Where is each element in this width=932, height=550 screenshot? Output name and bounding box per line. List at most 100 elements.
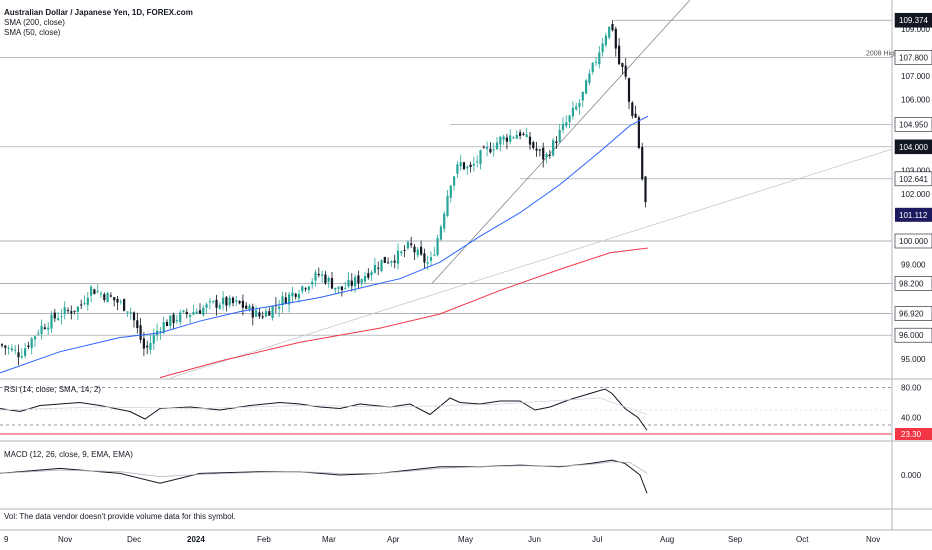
candle-up: [581, 91, 584, 101]
candle-down: [548, 154, 551, 156]
candle-up: [301, 286, 304, 292]
candle-up: [476, 161, 479, 163]
candle-up: [63, 307, 66, 315]
trendline-shallow: [169, 148, 893, 379]
candle-up: [99, 293, 103, 295]
candle-up: [360, 279, 363, 283]
current-price-label: 101.112: [899, 211, 928, 220]
candle-up: [416, 249, 419, 256]
candle-up: [10, 348, 13, 351]
level-label-box: [894, 117, 932, 132]
candle-up: [152, 334, 155, 344]
candle-down: [231, 297, 235, 304]
macd-signal-line: [0, 461, 648, 478]
candle-up: [439, 226, 442, 240]
trendline-steep: [431, 0, 691, 284]
candles: [0, 20, 647, 366]
candle-down: [172, 314, 175, 324]
candle-up: [390, 261, 393, 263]
price-tick-label: 102.000: [901, 190, 930, 199]
candle-down: [413, 246, 416, 253]
candle-down: [489, 148, 492, 153]
candle-down: [142, 338, 145, 349]
candle-down: [324, 274, 327, 284]
level-label-107.800: 107.800: [899, 53, 928, 62]
candle-up: [575, 106, 578, 110]
candle-up: [106, 292, 109, 303]
candle-down: [268, 311, 271, 316]
candle-up: [162, 322, 165, 333]
current-price-box: [895, 207, 932, 222]
candle-up: [380, 259, 383, 271]
candle-up: [354, 277, 357, 287]
candle-up: [373, 264, 376, 273]
candle-up: [30, 338, 33, 349]
candle-up: [40, 325, 43, 334]
x-tick-label: Mar: [322, 535, 336, 544]
candle-down: [27, 345, 30, 348]
candle-down: [420, 246, 423, 255]
candle-down: [93, 289, 96, 295]
candle-down: [627, 78, 631, 102]
candle-up: [83, 302, 86, 304]
candle-up: [264, 311, 268, 317]
candle-up: [453, 176, 456, 186]
candle-up: [37, 333, 40, 335]
macd-line: [0, 459, 648, 494]
rsi-legend: RSI (14, close, SMA, 14, 2): [4, 385, 101, 395]
x-tick-label: Sep: [728, 535, 743, 544]
candle-up: [96, 291, 99, 293]
candle-up: [502, 136, 505, 140]
candle-up: [57, 318, 60, 320]
candle-down: [393, 260, 396, 263]
x-tick-label: Nov: [58, 535, 72, 544]
candle-up: [228, 297, 231, 305]
candle-down: [644, 176, 647, 203]
sma200-label: SMA (200, close): [4, 18, 65, 27]
macd-pane[interactable]: [0, 459, 648, 494]
candle-down: [462, 162, 466, 170]
candle-up: [565, 122, 568, 126]
candle-down: [113, 297, 116, 301]
price-pane[interactable]: 2008 High: [0, 0, 898, 379]
candle-down: [330, 278, 334, 289]
level-label-box: [894, 327, 932, 343]
candle-down: [340, 286, 343, 291]
macd-tick-label: 0.000: [901, 471, 922, 480]
level-label-98.200: 98.200: [899, 279, 924, 288]
candle-up: [297, 294, 301, 299]
candle-up: [578, 102, 581, 107]
rsi-pane[interactable]: [0, 387, 892, 435]
level-label-box: [894, 50, 932, 65]
candle-up: [591, 62, 594, 73]
candle-up: [50, 314, 53, 329]
candle-up: [129, 311, 132, 313]
candle-up: [311, 281, 314, 285]
candle-up: [47, 327, 50, 330]
candle-down: [70, 311, 73, 314]
candle-down: [519, 132, 522, 136]
level-label-109.374: 109.374: [899, 16, 928, 25]
sma50-line: [0, 115, 649, 374]
candle-up: [182, 310, 185, 312]
macd-legend: MACD (12, 26, close, 9, EMA, EMA): [4, 450, 133, 460]
x-tick-label: May: [458, 535, 473, 544]
level-label-box: [894, 12, 932, 28]
rsi-label: RSI (14, close, SMA, 14, 2): [4, 385, 101, 394]
candle-up: [90, 286, 93, 296]
candle-down: [367, 273, 370, 278]
candle-down: [251, 306, 254, 318]
candle-up: [33, 336, 37, 340]
price-tick-label: 103.000: [901, 166, 930, 175]
candle-up: [291, 292, 294, 297]
candle-up: [472, 163, 475, 166]
level-label-box: [894, 306, 932, 321]
candle-up: [601, 43, 604, 53]
candle-up: [307, 286, 310, 291]
x-tick-label: Oct: [796, 535, 809, 544]
candle-up: [495, 142, 499, 150]
candle-down: [80, 304, 83, 306]
level-note-2008-high: 2008 High: [866, 50, 898, 57]
